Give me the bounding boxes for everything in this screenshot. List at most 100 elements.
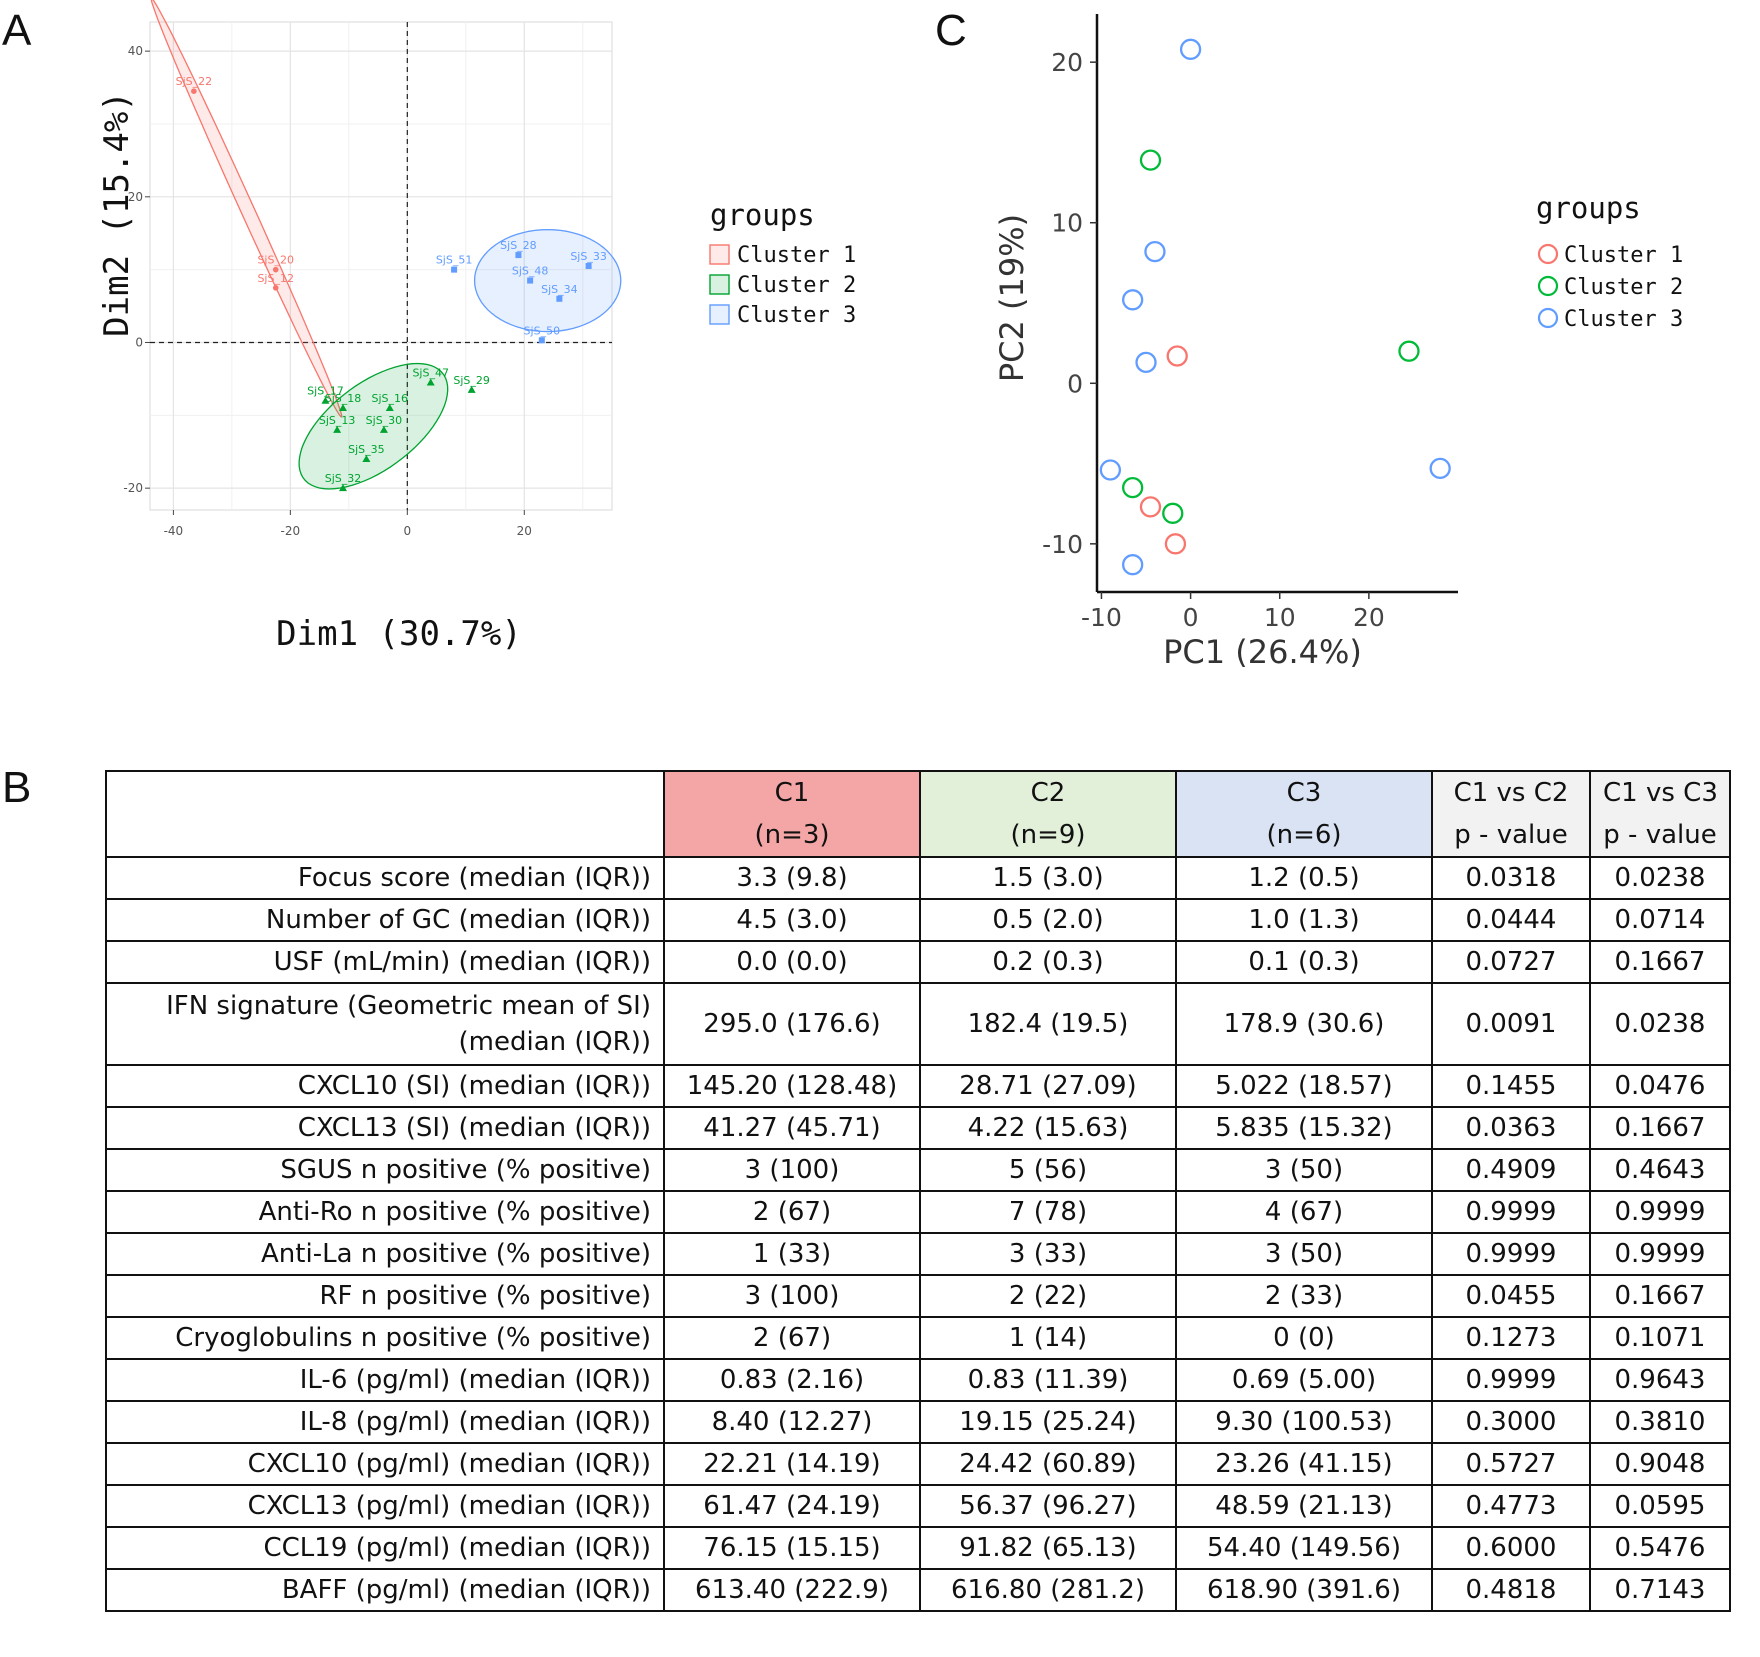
legend-label: Cluster 1 bbox=[1564, 243, 1683, 268]
header-line: (n=6) bbox=[1266, 820, 1342, 850]
cell-p12: 0.9999 bbox=[1431, 1190, 1591, 1234]
row-label-line: CXCL13 (pg/ml) (median (IQR)) bbox=[247, 1491, 651, 1521]
point-label: SjS_33 bbox=[570, 250, 607, 263]
x-tick-label: -20 bbox=[281, 524, 301, 538]
data-point bbox=[515, 252, 522, 259]
cluster-comparison-table: C1 (n=3) C2 (n=9) C3 (n=6) C1 vs C2 p - value C1… bbox=[105, 770, 1731, 1612]
cell-c3: 0.69 (5.00) bbox=[1175, 1358, 1433, 1402]
row-label: CCL19 (pg/ml) (median (IQR)) bbox=[105, 1526, 665, 1570]
header-line bbox=[119, 773, 651, 814]
table-row: CXCL13 (pg/ml) (median (IQR)) 61.47 (24.1… bbox=[105, 1484, 1731, 1528]
row-label: BAFF (pg/ml) (median (IQR)) bbox=[105, 1568, 665, 1612]
cell-c2: 2 (22) bbox=[919, 1274, 1177, 1318]
cell-p12: 0.9999 bbox=[1431, 1358, 1591, 1402]
legend-label: Cluster 2 bbox=[737, 273, 856, 298]
y-tick-label: 20 bbox=[1051, 48, 1083, 77]
legend-marker bbox=[1537, 275, 1559, 297]
row-label: IL-6 (pg/ml) (median (IQR)) bbox=[105, 1358, 665, 1402]
row-label-line: Number of GC (median (IQR)) bbox=[265, 905, 651, 935]
cluster-1-ellipse bbox=[150, 0, 343, 418]
cell-p12: 0.0363 bbox=[1431, 1106, 1591, 1150]
cluster-2-ellipse bbox=[298, 362, 449, 490]
data-point bbox=[1139, 496, 1162, 518]
cell-c2: 19.15 (25.24) bbox=[919, 1400, 1177, 1444]
data-point bbox=[379, 425, 388, 433]
cell-c2: 7 (78) bbox=[919, 1190, 1177, 1234]
legend-label: Cluster 3 bbox=[737, 303, 856, 328]
point-label: SjS_13 bbox=[319, 414, 356, 427]
data-point bbox=[1122, 476, 1144, 499]
cell-c2: 4.22 (15.63) bbox=[919, 1106, 1177, 1150]
data-point bbox=[1122, 554, 1144, 576]
row-label: IFN signature (Geometric mean of SI) (med… bbox=[105, 982, 665, 1066]
cell-c2: 182.4 (19.5) bbox=[919, 982, 1177, 1066]
x-axis-title: PC1 (26.4%) bbox=[1163, 633, 1362, 671]
header-line bbox=[119, 814, 651, 855]
row-label: CXCL10 (SI) (median (IQR)) bbox=[105, 1064, 665, 1108]
header-line: p - value bbox=[1603, 820, 1717, 850]
row-label-line: Cryoglobulins n positive (% positive) bbox=[175, 1323, 651, 1353]
x-axis-title: Dim1 (30.7%) bbox=[276, 614, 522, 654]
cell-c3: 48.59 (21.13) bbox=[1175, 1484, 1433, 1528]
row-label-line: SGUS n positive (% positive) bbox=[280, 1155, 651, 1185]
cell-p13: 0.7143 bbox=[1589, 1568, 1731, 1612]
row-label: IL-8 (pg/ml) (median (IQR)) bbox=[105, 1400, 665, 1444]
panel-label-c: C bbox=[935, 6, 967, 55]
point-label: SjS_48 bbox=[512, 265, 549, 278]
header-line: (n=3) bbox=[754, 820, 830, 850]
table-row: BAFF (pg/ml) (median (IQR)) 613.40 (222.9… bbox=[105, 1568, 1731, 1612]
header-line: C1 bbox=[774, 778, 810, 808]
row-label-line: RF n positive (% positive) bbox=[319, 1281, 651, 1311]
cell-p12: 0.0455 bbox=[1431, 1274, 1591, 1318]
point-label: SjS_28 bbox=[500, 239, 537, 252]
table-row: Number of GC (median (IQR)) 4.5 (3.0) 0.5 … bbox=[105, 898, 1731, 942]
row-label-line: USF (mL/min) (median (IQR)) bbox=[273, 947, 651, 977]
cell-p12: 0.5727 bbox=[1431, 1442, 1591, 1486]
header-c1: C1 (n=3) bbox=[663, 770, 921, 858]
cell-c1: 3 (100) bbox=[663, 1148, 921, 1192]
cell-c2: 616.80 (281.2) bbox=[919, 1568, 1177, 1612]
cell-p13: 0.9048 bbox=[1589, 1442, 1731, 1486]
cell-c3: 5.022 (18.57) bbox=[1175, 1064, 1433, 1108]
row-label-line: IL-6 (pg/ml) (median (IQR)) bbox=[299, 1365, 651, 1395]
header-line: C1 vs C2 bbox=[1453, 778, 1569, 808]
cell-c3: 3 (50) bbox=[1175, 1148, 1433, 1192]
cell-p13: 0.1667 bbox=[1589, 1106, 1731, 1150]
table-row: CCL19 (pg/ml) (median (IQR)) 76.15 (15.15… bbox=[105, 1526, 1731, 1570]
row-label-line: Focus score (median (IQR)) bbox=[297, 863, 651, 893]
plot-area-a bbox=[149, 21, 613, 511]
cell-c1: 145.20 (128.48) bbox=[663, 1064, 921, 1108]
cell-p13: 0.9999 bbox=[1589, 1190, 1731, 1234]
cluster-3-ellipse bbox=[473, 228, 622, 333]
y-axis-title: PC2 (19%) bbox=[993, 214, 1031, 382]
legend-marker bbox=[1537, 307, 1559, 329]
cell-c1: 3.3 (9.8) bbox=[663, 856, 921, 900]
data-point bbox=[1166, 345, 1188, 367]
header-line: C3 bbox=[1286, 778, 1322, 808]
y-tick-label: 0 bbox=[1067, 369, 1083, 398]
point-label: SjS_22 bbox=[176, 75, 213, 88]
y-axis-title: Dim2 (15.4%) bbox=[97, 91, 137, 337]
cell-c2: 1.5 (3.0) bbox=[919, 856, 1177, 900]
cell-p12: 0.4909 bbox=[1431, 1148, 1591, 1192]
data-point bbox=[362, 455, 371, 463]
x-tick-label: 10 bbox=[1264, 603, 1296, 632]
y-tick-label: -20 bbox=[123, 481, 143, 495]
cell-p12: 0.4773 bbox=[1431, 1484, 1591, 1528]
header-line: p - value bbox=[1454, 820, 1568, 850]
row-label: Anti-Ro n positive (% positive) bbox=[105, 1190, 665, 1234]
cell-p12: 0.0727 bbox=[1431, 940, 1591, 984]
cell-c3: 3 (50) bbox=[1175, 1232, 1433, 1276]
cell-c1: 8.40 (12.27) bbox=[663, 1400, 921, 1444]
point-label: SjS_29 bbox=[453, 374, 490, 387]
point-label: SjS_18 bbox=[325, 392, 362, 405]
legend-swatch bbox=[709, 274, 730, 295]
cell-c3: 0 (0) bbox=[1175, 1316, 1433, 1360]
legend-label: Cluster 1 bbox=[737, 243, 856, 268]
row-label: CXCL13 (pg/ml) (median (IQR)) bbox=[105, 1484, 665, 1528]
row-label-line: CXCL13 (SI) (median (IQR)) bbox=[297, 1113, 651, 1143]
table-row: Anti-Ro n positive (% positive) 2 (67) 7 (… bbox=[105, 1190, 1731, 1234]
cell-c3: 54.40 (149.56) bbox=[1175, 1526, 1433, 1570]
y-tick-label: -10 bbox=[1042, 530, 1083, 559]
data-point bbox=[1164, 533, 1187, 555]
